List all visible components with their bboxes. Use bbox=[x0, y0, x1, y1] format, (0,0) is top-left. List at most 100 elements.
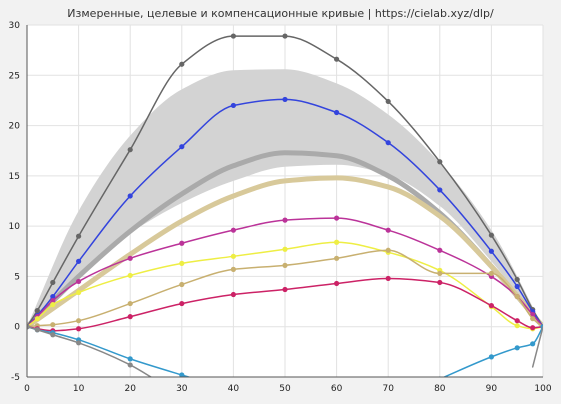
series-point-5 bbox=[34, 316, 40, 322]
series-point-4 bbox=[50, 297, 56, 304]
x-tick-label: 30 bbox=[176, 384, 188, 394]
series-point-3 bbox=[179, 144, 185, 150]
x-tick-label: 20 bbox=[124, 384, 136, 394]
series-point-6 bbox=[334, 255, 340, 261]
series-point-7 bbox=[179, 300, 185, 307]
series-point-4 bbox=[179, 240, 185, 246]
x-tick-label: 40 bbox=[228, 384, 240, 394]
plot-area bbox=[27, 33, 543, 382]
series-point-9 bbox=[530, 341, 536, 347]
series-point-6 bbox=[282, 262, 288, 268]
series-point-3 bbox=[488, 248, 494, 254]
series-point-2 bbox=[437, 159, 443, 165]
series-point-7 bbox=[488, 302, 494, 309]
series-point-5 bbox=[514, 323, 520, 329]
y-tick-label: 25 bbox=[9, 71, 20, 81]
series-point-7 bbox=[437, 279, 443, 286]
chart-title: Измеренные, целевые и компенсационные кр… bbox=[67, 7, 494, 20]
series-point-2 bbox=[34, 308, 40, 314]
series-point-3 bbox=[50, 293, 56, 300]
series-point-3 bbox=[76, 258, 82, 264]
series-point-5 bbox=[282, 246, 288, 252]
series-point-9 bbox=[514, 345, 520, 351]
series-point-6 bbox=[514, 293, 520, 300]
series-point-4 bbox=[437, 247, 443, 253]
series-point-4 bbox=[230, 227, 236, 233]
series-point-4 bbox=[76, 278, 82, 285]
series-point-10 bbox=[34, 327, 40, 333]
series-point-7 bbox=[127, 314, 133, 320]
series-point-2 bbox=[76, 233, 82, 239]
series-point-10 bbox=[27, 324, 30, 330]
series-point-6 bbox=[179, 281, 185, 288]
series-point-2 bbox=[127, 147, 133, 153]
series-point-3 bbox=[334, 109, 340, 116]
y-tick-label: 20 bbox=[9, 122, 21, 132]
series-point-6 bbox=[488, 270, 494, 277]
tolerance-band bbox=[27, 69, 543, 327]
series-point-10 bbox=[127, 362, 133, 368]
x-tick-label: 90 bbox=[486, 384, 498, 394]
series-point-7 bbox=[334, 280, 340, 287]
series-point-2 bbox=[488, 232, 494, 238]
series-point-7 bbox=[514, 318, 520, 324]
series-point-3 bbox=[282, 96, 288, 103]
series-point-10 bbox=[50, 332, 56, 338]
series-point-7 bbox=[230, 291, 236, 298]
series-point-3 bbox=[127, 193, 133, 199]
series-point-6 bbox=[530, 316, 536, 322]
series-point-6 bbox=[437, 270, 443, 277]
series-point-7 bbox=[385, 275, 391, 282]
series-point-3 bbox=[437, 187, 443, 193]
x-tick-label: 60 bbox=[331, 384, 343, 394]
series-point-5 bbox=[76, 289, 82, 296]
series-point-5 bbox=[179, 260, 185, 266]
series-line-11 bbox=[531, 325, 543, 368]
series-point-4 bbox=[127, 255, 133, 261]
x-tick-label: 80 bbox=[434, 384, 446, 394]
y-tick-label: 30 bbox=[9, 21, 21, 31]
series-point-6 bbox=[230, 266, 236, 272]
series-point-7 bbox=[530, 325, 536, 331]
series-point-4 bbox=[385, 227, 391, 233]
series-point-6 bbox=[76, 318, 82, 324]
series-point-2 bbox=[282, 33, 288, 39]
y-tick-label: 15 bbox=[9, 172, 20, 182]
x-tick-label: 70 bbox=[382, 384, 394, 394]
series-point-8 bbox=[127, 356, 133, 362]
series-point-5 bbox=[230, 253, 236, 259]
series-point-4 bbox=[530, 312, 536, 318]
y-tick-label: 10 bbox=[9, 222, 21, 232]
series-point-3 bbox=[385, 140, 391, 146]
series-point-2 bbox=[385, 98, 391, 105]
series-point-10 bbox=[153, 377, 158, 382]
x-tick-label: 100 bbox=[534, 384, 551, 394]
series-point-3 bbox=[514, 283, 520, 290]
series-point-8 bbox=[179, 372, 185, 377]
series-point-3 bbox=[230, 102, 236, 109]
series-point-4 bbox=[282, 217, 288, 223]
y-tick-label: 5 bbox=[14, 272, 20, 282]
series-point-6 bbox=[50, 322, 56, 328]
y-tick-label: 0 bbox=[14, 323, 20, 333]
series-point-4 bbox=[334, 215, 340, 221]
y-tick-label: -5 bbox=[11, 373, 20, 383]
series-point-2 bbox=[50, 279, 56, 286]
series-point-9 bbox=[488, 354, 494, 360]
x-tick-label: 10 bbox=[73, 384, 85, 394]
x-tick-label: 50 bbox=[279, 384, 291, 394]
series-point-5 bbox=[127, 272, 133, 279]
series-point-7 bbox=[282, 286, 288, 293]
series-point-2 bbox=[514, 276, 520, 283]
series-point-2 bbox=[334, 56, 340, 62]
series-point-2 bbox=[230, 33, 236, 39]
series-point-2 bbox=[179, 61, 185, 67]
series-point-5 bbox=[334, 239, 340, 245]
series-point-7 bbox=[76, 326, 82, 332]
series-point-6 bbox=[127, 300, 133, 307]
x-tick-label: 0 bbox=[24, 384, 30, 394]
series-point-10 bbox=[76, 340, 82, 346]
series-point-5 bbox=[50, 301, 56, 308]
